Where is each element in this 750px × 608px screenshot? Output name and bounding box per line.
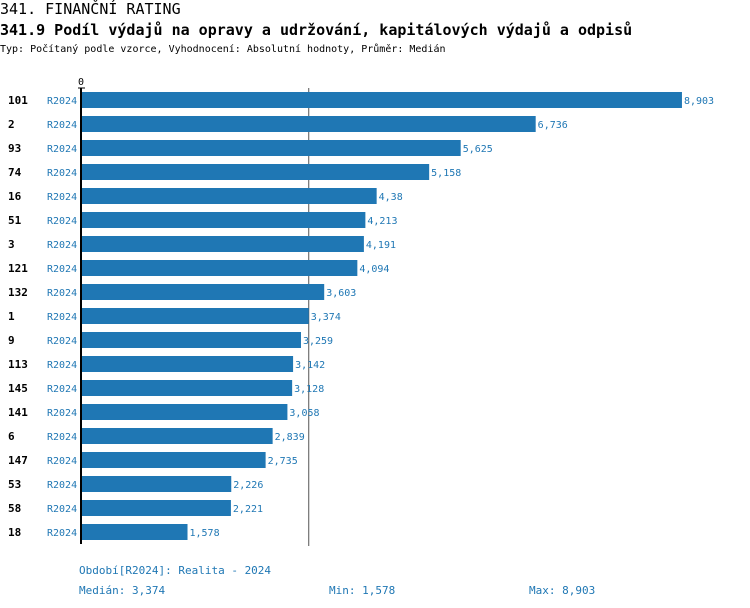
bar	[81, 428, 273, 444]
data-label: 1,578	[190, 528, 220, 539]
bar	[81, 500, 231, 516]
data-label: 5,158	[431, 168, 461, 179]
section-title: 341. FINANČNÍ RATING	[0, 0, 181, 18]
category-label: 145	[8, 382, 28, 395]
series-label: R2024	[47, 96, 77, 107]
data-label: 3,259	[303, 336, 333, 347]
min-stat: Min: 1,578	[329, 584, 396, 597]
bar	[81, 92, 682, 108]
chart-title: 341.9 Podíl výdajů na opravy a udržování…	[0, 21, 633, 39]
category-label: 132	[8, 286, 28, 299]
data-label: 2,839	[275, 432, 305, 443]
series-label: R2024	[47, 384, 77, 395]
category-label: 2	[8, 118, 15, 131]
series-label: R2024	[47, 336, 77, 347]
category-label: 1	[8, 310, 15, 323]
data-label: 6,736	[538, 120, 568, 131]
data-label: 5,625	[463, 144, 493, 155]
bar	[81, 404, 288, 420]
category-label: 9	[8, 334, 15, 347]
data-label: 3,374	[311, 312, 341, 323]
data-label: 3,142	[295, 360, 325, 371]
data-label: 2,226	[233, 480, 263, 491]
series-label: R2024	[47, 360, 77, 371]
series-label: R2024	[47, 192, 77, 203]
series-label: R2024	[47, 144, 77, 155]
category-label: 16	[8, 190, 22, 203]
category-label: 121	[8, 262, 28, 275]
series-label: R2024	[47, 528, 77, 539]
bar	[81, 212, 366, 228]
data-label: 4,213	[367, 216, 397, 227]
series-label: R2024	[47, 120, 77, 131]
bar	[81, 284, 325, 300]
series-label: R2024	[47, 408, 77, 419]
category-label: 93	[8, 142, 21, 155]
chart-info: Typ: Počítaný podle vzorce, Vyhodnocení:…	[0, 44, 446, 55]
data-label: 2,221	[233, 504, 263, 515]
period-legend: Období[R2024]: Realita - 2024	[79, 564, 272, 577]
bar	[81, 356, 294, 372]
category-label: 101	[8, 94, 28, 107]
bar	[81, 236, 364, 252]
series-label: R2024	[47, 504, 77, 515]
data-label: 2,735	[268, 456, 298, 467]
category-label: 147	[8, 454, 28, 467]
data-label: 4,38	[379, 192, 403, 203]
data-label: 3,603	[326, 288, 356, 299]
category-label: 74	[8, 166, 22, 179]
series-label: R2024	[47, 264, 77, 275]
bar	[81, 260, 358, 276]
series-label: R2024	[47, 168, 77, 179]
data-label: 4,094	[359, 264, 389, 275]
category-label: 113	[8, 358, 28, 371]
data-label: 4,191	[366, 240, 396, 251]
series-label: R2024	[47, 432, 77, 443]
axis-tick-label: 0	[78, 77, 84, 88]
bar	[81, 476, 232, 492]
bar	[81, 332, 301, 348]
series-label: R2024	[47, 480, 77, 491]
category-label: 3	[8, 238, 15, 251]
series-label: R2024	[47, 456, 77, 467]
series-label: R2024	[47, 288, 77, 299]
category-label: 6	[8, 430, 15, 443]
category-label: 53	[8, 478, 21, 491]
bar	[81, 452, 266, 468]
series-label: R2024	[47, 240, 77, 251]
data-label: 3,058	[289, 408, 319, 419]
data-label: 8,903	[684, 96, 714, 107]
category-label: 51	[8, 214, 22, 227]
category-label: 141	[8, 406, 28, 419]
series-label: R2024	[47, 312, 77, 323]
bar	[81, 380, 293, 396]
bar	[81, 188, 377, 204]
bar	[81, 524, 188, 540]
data-label: 3,128	[294, 384, 324, 395]
category-label: 18	[8, 526, 21, 539]
bar	[81, 308, 309, 324]
series-label: R2024	[47, 216, 77, 227]
bar	[81, 140, 461, 156]
median-stat: Medián: 3,374	[79, 584, 166, 597]
bar	[81, 164, 430, 180]
category-label: 58	[8, 502, 21, 515]
bar	[81, 116, 536, 132]
max-stat: Max: 8,903	[529, 584, 596, 597]
